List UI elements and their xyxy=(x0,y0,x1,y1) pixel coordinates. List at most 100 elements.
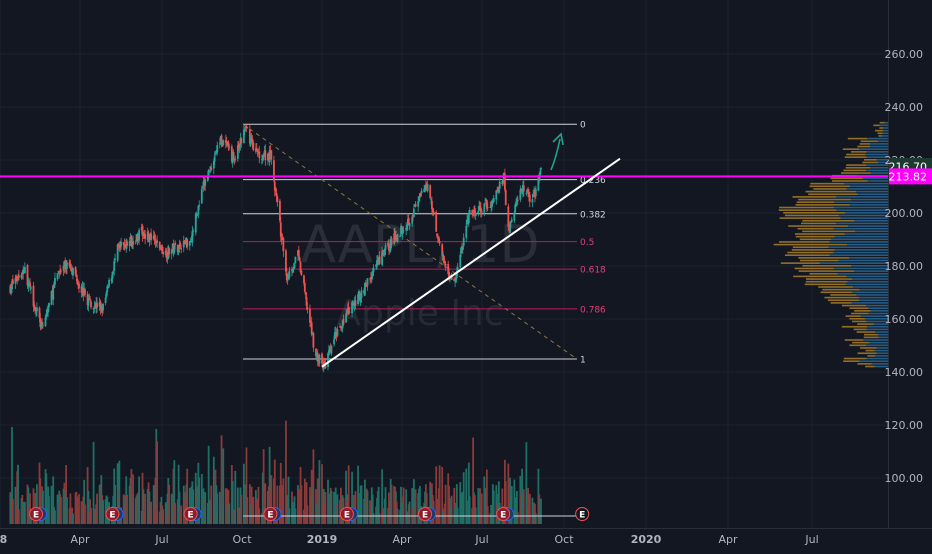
profile-bar-up xyxy=(870,143,888,145)
candle-body xyxy=(208,170,210,175)
profile-bar-up xyxy=(868,307,888,309)
symbol-watermark: AAPL, 1D xyxy=(300,215,539,275)
profile-bar-down xyxy=(800,239,831,241)
profile-bar-down xyxy=(878,133,883,135)
profile-bar-up xyxy=(883,127,888,129)
profile-bar-down xyxy=(785,254,830,256)
volume-bar xyxy=(54,510,56,524)
volume-bar xyxy=(66,497,68,524)
profile-bar-up xyxy=(875,355,888,357)
line-price-label: 213.82 xyxy=(889,170,928,183)
profile-bar-up xyxy=(866,305,888,307)
profile-bar-down xyxy=(793,196,836,198)
profile-bar-down xyxy=(818,286,853,288)
candle-body xyxy=(273,160,275,180)
candle-body xyxy=(180,248,182,249)
profile-bar-up xyxy=(870,146,888,148)
profile-bar-down xyxy=(810,186,850,188)
fib-label: 0 xyxy=(580,121,586,131)
profile-bar-down xyxy=(796,204,850,206)
fib-label: 0.618 xyxy=(580,266,606,276)
profile-bar-up xyxy=(853,286,888,288)
volume-bar xyxy=(252,497,254,524)
candle-body xyxy=(57,273,59,279)
candle-body xyxy=(18,275,20,277)
volume-bar xyxy=(174,503,176,524)
profile-bar-down xyxy=(795,268,834,270)
profile-bar-down xyxy=(850,307,869,309)
volume-bar xyxy=(102,500,104,524)
profile-bar-up xyxy=(867,151,888,153)
volume-bar xyxy=(84,505,86,524)
volume-bar xyxy=(319,460,321,524)
candle-body xyxy=(186,239,188,248)
profile-bar-up xyxy=(885,122,888,124)
profile-bar-up xyxy=(835,249,888,251)
profile-bar-down xyxy=(867,355,875,357)
profile-bar-up xyxy=(863,339,888,341)
candle-body xyxy=(60,271,62,272)
profile-bar-down xyxy=(848,138,867,140)
candle-body xyxy=(429,185,431,198)
volume-bar xyxy=(48,496,50,524)
profile-bar-down xyxy=(846,167,871,169)
volume-bar xyxy=(529,494,531,524)
volume-bar xyxy=(313,449,315,524)
profile-bar-down xyxy=(843,148,859,150)
candle-body xyxy=(264,150,266,160)
candle-body xyxy=(198,205,200,207)
earnings-label: E xyxy=(109,511,115,521)
candle-body xyxy=(258,152,260,159)
profile-bar-up xyxy=(829,246,888,248)
volume-bar xyxy=(240,495,242,524)
candle-body xyxy=(156,240,158,242)
volume-bar xyxy=(162,509,164,524)
profile-bar-down xyxy=(843,170,866,172)
candle-body xyxy=(162,252,164,254)
candle-body xyxy=(132,241,134,245)
profile-bar-down xyxy=(852,342,870,344)
profile-bar-up xyxy=(838,260,888,262)
candle-body xyxy=(299,257,301,260)
candle-body xyxy=(78,284,80,289)
candle-body xyxy=(307,307,309,308)
candle-body xyxy=(469,210,471,215)
profile-bar-down xyxy=(846,154,865,156)
profile-bar-up xyxy=(866,345,888,347)
candle-body xyxy=(27,282,29,287)
profile-bar-down xyxy=(842,305,866,307)
profile-bar-up xyxy=(830,241,888,243)
profile-bar-down xyxy=(860,347,877,349)
profile-bar-down xyxy=(879,127,883,129)
profile-bar-up xyxy=(836,196,888,198)
volume-bar xyxy=(18,509,20,524)
candle-body xyxy=(221,135,223,144)
profile-bar-up xyxy=(851,265,888,267)
candle-body xyxy=(484,203,486,204)
earnings-label: E xyxy=(579,511,585,521)
candle-body xyxy=(12,279,14,284)
volume-bar xyxy=(481,494,483,524)
profile-bar-up xyxy=(859,148,888,150)
profile-bar-down xyxy=(846,315,861,317)
profile-bar-up xyxy=(831,239,888,241)
profile-bar-down xyxy=(875,130,883,132)
profile-bar-down xyxy=(852,321,867,323)
candle-body xyxy=(433,211,435,213)
profile-bar-down xyxy=(824,297,858,299)
volume-bar xyxy=(540,499,542,524)
price-tick-label: 100.00 xyxy=(885,472,924,485)
profile-bar-down xyxy=(864,337,879,339)
candle-body xyxy=(373,268,375,273)
candle-body xyxy=(463,238,465,246)
profile-bar-down xyxy=(858,352,877,354)
profile-bar-down xyxy=(845,339,864,341)
candle-body xyxy=(204,179,206,185)
profile-bar-down xyxy=(862,162,878,164)
profile-bar-up xyxy=(856,191,888,193)
profile-bar-down xyxy=(854,310,871,312)
profile-bar-up xyxy=(858,193,888,195)
volume-bar xyxy=(300,485,302,524)
